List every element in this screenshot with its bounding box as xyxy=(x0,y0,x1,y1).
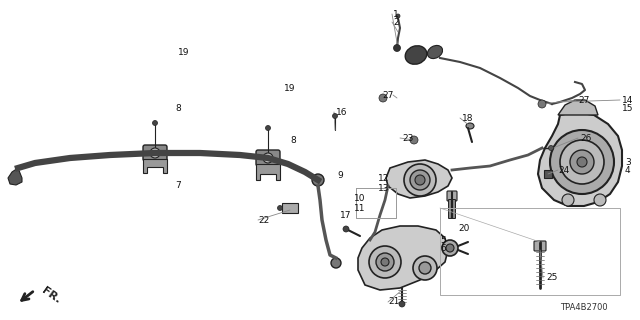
Circle shape xyxy=(560,140,604,184)
Text: 14: 14 xyxy=(622,95,634,105)
Circle shape xyxy=(150,148,160,158)
Circle shape xyxy=(410,136,418,144)
Circle shape xyxy=(442,240,458,256)
Circle shape xyxy=(278,205,282,211)
Text: 13: 13 xyxy=(378,183,390,193)
Circle shape xyxy=(419,262,431,274)
Circle shape xyxy=(263,153,273,163)
Circle shape xyxy=(312,174,324,186)
Bar xyxy=(282,203,298,213)
Circle shape xyxy=(562,194,574,206)
Text: TPA4B2700: TPA4B2700 xyxy=(560,303,607,313)
Polygon shape xyxy=(256,164,280,180)
Circle shape xyxy=(266,125,271,131)
Text: 17: 17 xyxy=(340,211,351,220)
Text: 16: 16 xyxy=(336,108,348,116)
Circle shape xyxy=(399,301,405,307)
Circle shape xyxy=(538,100,546,108)
Text: 22: 22 xyxy=(258,215,269,225)
Text: 23: 23 xyxy=(402,133,413,142)
Ellipse shape xyxy=(405,46,427,64)
Text: 21: 21 xyxy=(388,298,399,307)
Polygon shape xyxy=(538,112,622,206)
Text: 27: 27 xyxy=(578,95,589,105)
Text: 24: 24 xyxy=(558,165,569,174)
Text: 26: 26 xyxy=(580,133,591,142)
Text: 6: 6 xyxy=(440,244,445,252)
Circle shape xyxy=(446,244,454,252)
Polygon shape xyxy=(558,100,598,115)
Text: 25: 25 xyxy=(546,274,557,283)
Text: 9: 9 xyxy=(337,171,343,180)
Circle shape xyxy=(550,130,614,194)
Circle shape xyxy=(548,146,554,150)
Text: 3: 3 xyxy=(625,157,631,166)
Text: 1: 1 xyxy=(393,10,399,19)
Circle shape xyxy=(331,258,341,268)
Text: 27: 27 xyxy=(382,91,394,100)
FancyBboxPatch shape xyxy=(256,150,280,166)
Circle shape xyxy=(570,150,594,174)
Text: 18: 18 xyxy=(462,114,474,123)
Text: 7: 7 xyxy=(175,180,180,189)
Circle shape xyxy=(381,258,389,266)
Text: 8: 8 xyxy=(290,135,296,145)
Circle shape xyxy=(577,157,587,167)
Text: 15: 15 xyxy=(622,103,634,113)
Circle shape xyxy=(376,253,394,271)
FancyBboxPatch shape xyxy=(143,145,167,161)
Circle shape xyxy=(410,170,430,190)
Polygon shape xyxy=(143,159,167,173)
FancyBboxPatch shape xyxy=(534,241,546,251)
Polygon shape xyxy=(358,226,448,290)
Circle shape xyxy=(594,194,606,206)
Circle shape xyxy=(379,94,387,102)
Circle shape xyxy=(152,121,157,125)
FancyBboxPatch shape xyxy=(447,191,457,201)
Text: 19: 19 xyxy=(178,47,189,57)
Circle shape xyxy=(396,14,400,18)
Bar xyxy=(544,170,552,178)
Text: FR.: FR. xyxy=(40,285,63,305)
Text: 19: 19 xyxy=(284,84,296,92)
Text: 20: 20 xyxy=(458,223,469,233)
Circle shape xyxy=(333,114,337,118)
Circle shape xyxy=(394,44,401,52)
Text: 10: 10 xyxy=(354,194,365,203)
Text: 8: 8 xyxy=(175,103,180,113)
Polygon shape xyxy=(8,168,22,185)
FancyBboxPatch shape xyxy=(449,199,456,219)
Circle shape xyxy=(404,164,436,196)
Ellipse shape xyxy=(466,123,474,129)
Text: 5: 5 xyxy=(440,236,445,244)
Text: 4: 4 xyxy=(625,165,630,174)
Text: 11: 11 xyxy=(354,204,365,212)
Circle shape xyxy=(415,175,425,185)
Text: 12: 12 xyxy=(378,173,389,182)
Ellipse shape xyxy=(428,45,442,59)
Circle shape xyxy=(343,226,349,232)
Circle shape xyxy=(413,256,437,280)
Circle shape xyxy=(369,246,401,278)
Polygon shape xyxy=(386,160,452,198)
Text: 2: 2 xyxy=(393,18,399,27)
